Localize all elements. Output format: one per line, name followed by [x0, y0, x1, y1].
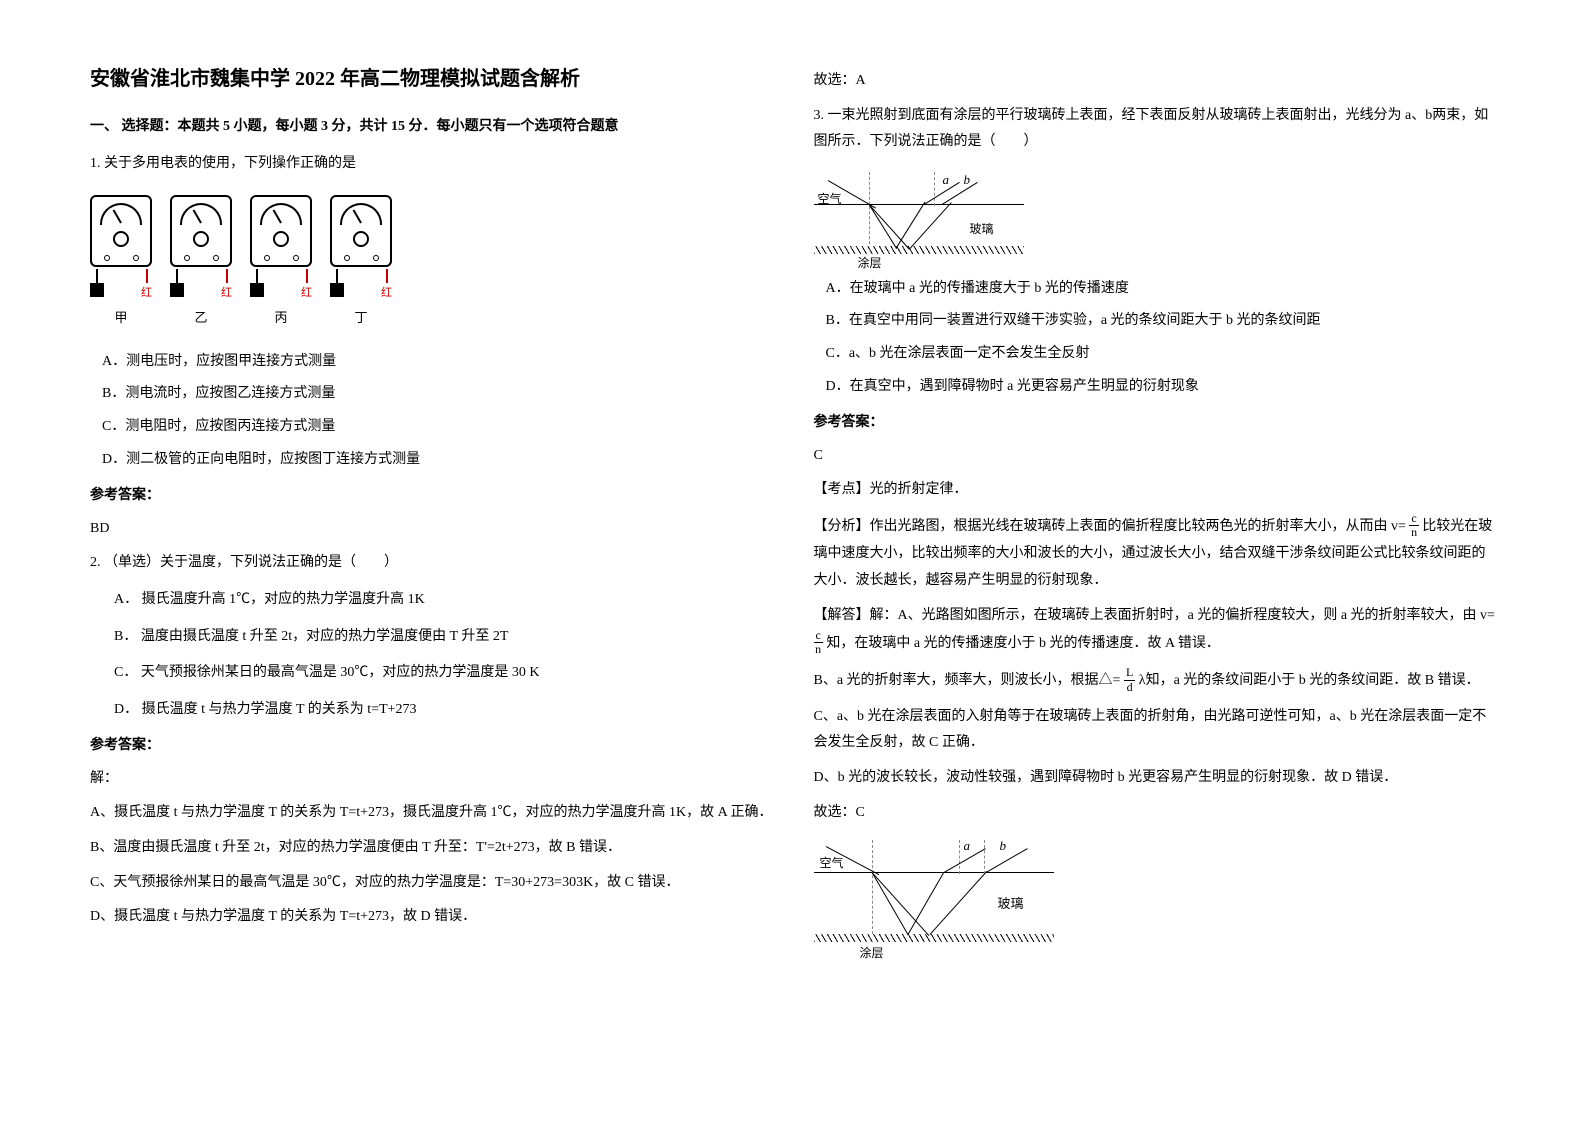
multimeter-bing: 红 丙 — [250, 195, 312, 331]
glass-label: 玻璃 — [997, 892, 1023, 917]
q3-jieda-a: 【解答】解：A、光路图如图所示，在玻璃砖上表面折射时，a 光的偏折程度较大，则 … — [814, 603, 1498, 659]
q3-jieda-a2: 知，在玻璃中 a 光的传播速度小于 b 光的传播速度．故 A 错误． — [826, 636, 1220, 651]
q3-jieda-c: C、a、b 光在涂层表面的入射角等于在玻璃砖上表面的折射角，由光路可逆性可知，a… — [814, 704, 1498, 757]
q3-option-a: A．在玻璃中 a 光的传播速度大于 b 光的传播速度 — [826, 276, 1498, 303]
q2-option-b: B． 温度由摄氏温度 t 升至 2t，对应的热力学温度便由 T 升至 2T — [114, 624, 774, 651]
q2-sol-label: 解： — [90, 766, 774, 793]
ray-a-label: a — [943, 168, 950, 193]
q1-option-d: D．测二极管的正向电阻时，应按图丁连接方式测量 — [102, 447, 774, 474]
frac-l-over-d-icon: Ld — [1124, 666, 1135, 695]
multimeter-ding: 红 丁 — [330, 195, 392, 331]
q2-sol-c: C、天气预报徐州某日的最高气温是 30℃，对应的热力学温度是：T=30+273=… — [90, 870, 774, 897]
q3-fenxi-prefix: 【分析】作出光路图，根据光线在玻璃砖上表面的偏折程度比较两色光的折射率大小，从而… — [814, 519, 1406, 534]
q2-sol-b: B、温度由摄氏温度 t 升至 2t，对应的热力学温度便由 T 升至：T'=2t+… — [90, 835, 774, 862]
q3-kaodian: 【考点】光的折射定律． — [814, 477, 1498, 504]
section-1-heading: 一、 选择题：本题共 5 小题，每小题 3 分，共计 15 分．每小题只有一个选… — [90, 114, 774, 141]
q1-stem: 1. 关于多用电表的使用，下列操作正确的是 — [90, 151, 774, 178]
coating-label: 涂层 — [860, 942, 884, 965]
air-label: 空气 — [818, 188, 842, 211]
ray-b-label: b — [1000, 834, 1007, 859]
q3-answer-label: 参考答案： — [814, 410, 1498, 437]
probe-black-icon — [250, 283, 264, 297]
probe-red-label: 红 — [301, 283, 312, 304]
q3-fenxi: 【分析】作出光路图，根据光线在玻璃砖上表面的偏折程度比较两色光的折射率大小，从而… — [814, 512, 1498, 595]
q3-jieda-b1: B、a 光的折射率大，频率大，则波长小，根据△= — [814, 673, 1121, 688]
q2-stem: 2. （单选）关于温度，下列说法正确的是（ ） — [90, 550, 774, 577]
probe-black-icon — [330, 283, 344, 297]
q3-jieda-d: D、b 光的波长较长，波动性较强，遇到障碍物时 b 光更容易产生明显的衍射现象．… — [814, 765, 1498, 792]
q1-option-a: A．测电压时，应按图甲连接方式测量 — [102, 349, 774, 376]
q3-stem: 3. 一束光照射到底面有涂层的平行玻璃砖上表面，经下表面反射从玻璃砖上表面射出，… — [814, 103, 1498, 156]
q3-choose: 故选：C — [814, 800, 1498, 827]
q1-option-c: C．测电阻时，应按图丙连接方式测量 — [102, 414, 774, 441]
q2-sol-d: D、摄氏温度 t 与热力学温度 T 的关系为 T=t+273，故 D 错误． — [90, 904, 774, 931]
page-title: 安徽省淮北市魏集中学 2022 年高二物理模拟试题含解析 — [90, 60, 774, 98]
probe-red-label: 红 — [381, 283, 392, 304]
frac-c-over-n-icon: cn — [1409, 512, 1418, 541]
q2-option-a: A． 摄氏温度升高 1℃，对应的热力学温度升高 1K — [114, 587, 774, 614]
multimeter-yi: 红 乙 — [170, 195, 232, 331]
ray-a-label: a — [964, 834, 971, 859]
meter-label-jia: 甲 — [114, 306, 127, 331]
multimeter-jia: 红 甲 — [90, 195, 152, 331]
q1-answer: BD — [90, 516, 774, 543]
q3-option-d: D．在真空中，遇到障碍物时 a 光更容易产生明显的衍射现象 — [826, 374, 1498, 401]
q2-choose: 故选：A — [814, 68, 1498, 95]
probe-red-label: 红 — [221, 283, 232, 304]
ray-b-label: b — [964, 168, 971, 193]
q2-sol-a: A、摄氏温度 t 与热力学温度 T 的关系为 T=t+273，摄氏温度升高 1℃… — [90, 800, 774, 827]
q1-option-b: B．测电流时，应按图乙连接方式测量 — [102, 381, 774, 408]
q3-jieda-b2: λ知，a 光的条纹间距小于 b 光的条纹间距．故 B 错误． — [1139, 673, 1480, 688]
q3-jieda-b: B、a 光的折射率大，频率大，则波长小，根据△= Ld λ知，a 光的条纹间距小… — [814, 666, 1498, 695]
right-column: 故选：A 3. 一束光照射到底面有涂层的平行玻璃砖上表面，经下表面反射从玻璃砖上… — [794, 60, 1518, 970]
q3-jieda-a1: 【解答】解：A、光路图如图所示，在玻璃砖上表面折射时，a 光的偏折程度较大，则 … — [814, 608, 1495, 623]
q1-diagrams: 红 甲 红 乙 — [90, 195, 774, 331]
q3-answer: C — [814, 443, 1498, 470]
q3-diagram: 空气 a b 玻璃 涂层 — [814, 166, 1024, 266]
probe-black-icon — [170, 283, 184, 297]
frac-c-over-n-icon: cn — [814, 629, 823, 658]
probe-black-icon — [90, 283, 104, 297]
meter-label-bing: 丙 — [274, 306, 287, 331]
q3-option-b: B．在真空中用同一装置进行双缝干涉实验，a 光的条纹间距大于 b 光的条纹间距 — [826, 308, 1498, 335]
q2-option-d: D． 摄氏温度 t 与热力学温度 T 的关系为 t=T+273 — [114, 697, 774, 724]
q3-solution-diagram: 空气 a b 玻璃 涂层 — [814, 834, 1054, 964]
q2-option-c: C． 天气预报徐州某日的最高气温是 30℃，对应的热力学温度是 30 K — [114, 660, 774, 687]
q3-option-c: C．a、b 光在涂层表面一定不会发生全反射 — [826, 341, 1498, 368]
glass-label: 玻璃 — [969, 218, 993, 241]
meter-label-yi: 乙 — [194, 306, 207, 331]
probe-red-label: 红 — [141, 283, 152, 304]
coating-label: 涂层 — [858, 252, 882, 275]
q1-answer-label: 参考答案： — [90, 483, 774, 510]
q2-answer-label: 参考答案： — [90, 733, 774, 760]
left-column: 安徽省淮北市魏集中学 2022 年高二物理模拟试题含解析 一、 选择题：本题共 … — [70, 60, 794, 970]
meter-label-ding: 丁 — [354, 306, 367, 331]
